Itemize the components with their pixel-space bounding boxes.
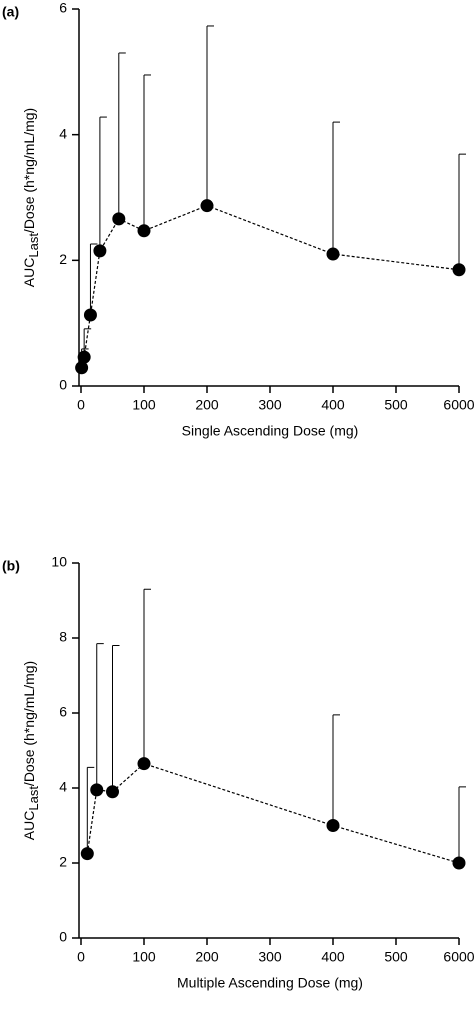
x-tick-label: 200 [195,949,219,965]
x-tick-label: 200 [195,397,219,413]
x-tick-label: 300 [258,949,282,965]
x-tick-label: 0 [77,949,85,965]
data-point [83,308,97,322]
y-tick-label: 4 [59,125,67,141]
y-label-sub: Last [26,786,41,811]
data-point [106,785,119,799]
data-point [77,350,91,364]
data-point [326,819,340,832]
y-label-rest: /Dose (h*ng/mL/mg) [21,661,37,786]
data-point [452,856,466,870]
y-axis-label: AUCLast/Dose (h*ng/mL/mg) [21,661,42,840]
y-tick-label: 10 [51,554,67,570]
y-label-rest: /Dose (h*ng/mL/mg) [21,108,37,233]
x-tick-label: 400 [321,949,345,965]
x-tick-label: 400 [321,397,345,413]
data-point [137,757,151,771]
data-point [75,361,89,375]
data-point [137,224,151,238]
data-point [90,783,104,797]
x-axis-label: Single Ascending Dose (mg) [182,423,359,439]
y-tick-label: 4 [59,779,67,795]
y-tick-label: 0 [59,377,67,393]
x-tick-label: 6000 [443,397,474,413]
y-tick-label: 6 [59,704,67,720]
x-tick-label: 0 [77,397,85,413]
y-tick-label: 6 [59,0,67,16]
y-label-main: AUC [21,811,37,841]
panel-label: (b) [2,558,20,574]
y-axis-label: AUCLast/Dose (h*ng/mL/mg) [21,108,42,287]
y-tick-label: 8 [59,629,67,645]
x-tick-label: 6000 [443,949,474,965]
y-tick-label: 2 [59,854,67,870]
data-point [452,263,466,277]
y-label-sub: Last [26,233,41,258]
x-axis-label: Multiple Ascending Dose (mg) [177,975,363,991]
data-point [93,244,107,258]
data-point [200,199,214,213]
y-tick-label: 0 [59,929,67,945]
x-tick-label: 500 [384,397,408,413]
data-point [112,212,126,226]
y-tick-label: 2 [59,251,67,267]
x-tick-label: 300 [258,397,282,413]
data-point [80,847,94,861]
data-point [326,247,340,261]
data-line [86,762,460,864]
panel-label: (a) [2,4,19,20]
x-tick-label: 500 [384,949,408,965]
x-tick-label: 100 [132,397,156,413]
y-label-main: AUC [21,258,37,288]
x-tick-label: 100 [132,949,156,965]
